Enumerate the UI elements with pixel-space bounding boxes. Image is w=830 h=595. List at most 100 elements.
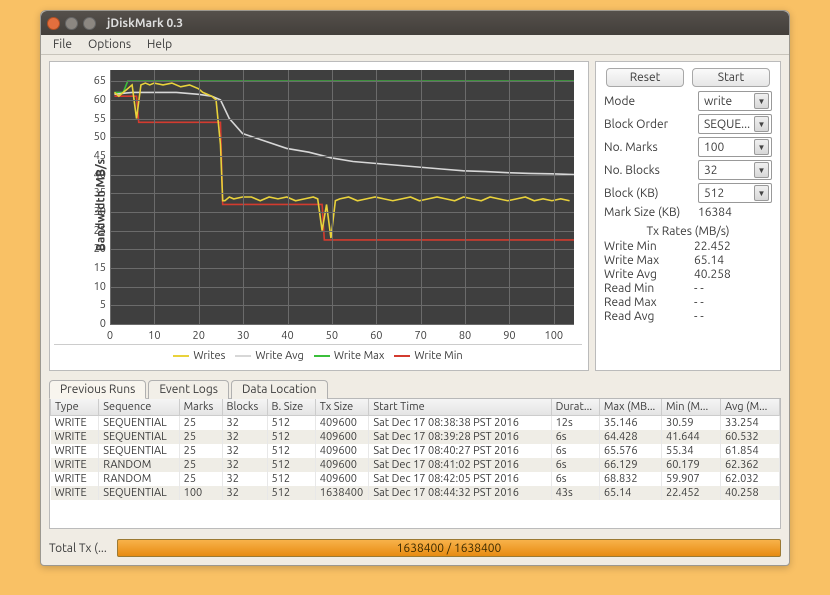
tab-previous-runs[interactable]: Previous Runs	[49, 380, 146, 399]
ytick: 25	[82, 225, 106, 237]
tab-event-logs[interactable]: Event Logs	[148, 380, 229, 399]
xtick: 50	[326, 330, 338, 342]
col-header[interactable]: Start Time	[369, 399, 551, 416]
writemin-v: 22.452	[694, 240, 772, 253]
col-header[interactable]: Min (M...	[662, 399, 721, 416]
chevron-down-icon[interactable]: ▼	[754, 185, 769, 201]
xtick: 40	[281, 330, 293, 342]
chevron-down-icon[interactable]: ▼	[754, 139, 769, 155]
xtick: 100	[544, 330, 563, 342]
writeavg-k: Write Avg	[604, 268, 694, 281]
ytick: 0	[82, 318, 106, 330]
progress-row: Total Tx (... 1638400 / 1638400	[49, 539, 781, 557]
table-row[interactable]: WRITESEQUENTIAL2532512409600Sat Dec 17 0…	[51, 416, 780, 431]
blockkb-label: Block (KB)	[604, 187, 694, 200]
readavg-v: - -	[694, 310, 772, 323]
table-row[interactable]: WRITERANDOM2532512409600Sat Dec 17 08:41…	[51, 458, 780, 472]
nomarks-input[interactable]: 100 ▼	[698, 137, 772, 157]
mode-label: Mode	[604, 95, 694, 108]
window-title: jDiskMark 0.3	[107, 17, 183, 30]
chart-panel: Bandwidth MB/s 0510152025303540455055606…	[49, 61, 589, 371]
blockkb-input[interactable]: 512 ▼	[698, 183, 772, 203]
ytick: 35	[82, 187, 106, 199]
menu-options[interactable]: Options	[80, 36, 139, 53]
ytick: 55	[82, 113, 106, 125]
table-row[interactable]: WRITESEQUENTIAL100325121638400Sat Dec 17…	[51, 486, 780, 500]
xtick: 30	[237, 330, 249, 342]
chevron-down-icon[interactable]: ▼	[754, 116, 769, 132]
marksize-value: 16384	[698, 206, 732, 219]
noblocks-input[interactable]: 32 ▼	[698, 160, 772, 180]
chart-plot	[110, 70, 574, 324]
ytick: 15	[82, 262, 106, 274]
legend-writes: Writes	[193, 350, 225, 362]
chevron-down-icon[interactable]: ▼	[754, 162, 769, 178]
menubar: File Options Help	[41, 35, 789, 55]
ytick: 60	[82, 94, 106, 106]
xtick: 20	[193, 330, 205, 342]
noblocks-value: 32	[704, 164, 718, 177]
start-button[interactable]: Start	[692, 68, 770, 87]
chevron-down-icon[interactable]: ▼	[754, 93, 769, 109]
reset-button[interactable]: Reset	[606, 68, 684, 87]
chart-area: Bandwidth MB/s 0510152025303540455055606…	[54, 66, 582, 344]
ytick: 5	[82, 299, 106, 311]
xtick: 90	[503, 330, 515, 342]
blockorder-select[interactable]: SEQUE... ▼	[698, 114, 772, 134]
col-header[interactable]: B. Size	[267, 399, 315, 416]
xtick: 0	[107, 330, 113, 342]
runs-table: TypeSequenceMarksBlocksB. SizeTx SizeSta…	[50, 399, 780, 500]
legend-writemax: Write Max	[334, 350, 385, 362]
writemin-k: Write Min	[604, 240, 694, 253]
xtick: 70	[414, 330, 426, 342]
writemax-k: Write Max	[604, 254, 694, 267]
ytick: 20	[82, 243, 106, 255]
minimize-icon[interactable]	[65, 17, 78, 30]
table-row[interactable]: WRITESEQUENTIAL2532512409600Sat Dec 17 0…	[51, 444, 780, 458]
xtick: 60	[370, 330, 382, 342]
ytick: 10	[82, 281, 106, 293]
col-header[interactable]: Avg (M...	[720, 399, 779, 416]
app-window: jDiskMark 0.3 File Options Help Bandwidt…	[40, 10, 790, 566]
blockorder-label: Block Order	[604, 118, 694, 131]
noblocks-label: No. Blocks	[604, 164, 694, 177]
col-header[interactable]: Sequence	[99, 399, 179, 416]
table-row[interactable]: WRITESEQUENTIAL2532512409600Sat Dec 17 0…	[51, 430, 780, 444]
mode-select[interactable]: write ▼	[698, 91, 772, 111]
rates-heading: Tx Rates (MB/s)	[604, 225, 772, 238]
xtick: 10	[148, 330, 160, 342]
col-header[interactable]: Marks	[179, 399, 222, 416]
tab-data-location[interactable]: Data Location	[231, 380, 328, 399]
nomarks-label: No. Marks	[604, 141, 694, 154]
xtick: 80	[459, 330, 471, 342]
col-header[interactable]: Blocks	[222, 399, 267, 416]
ytick: 40	[82, 169, 106, 181]
marksize-label: Mark Size (KB)	[604, 206, 694, 219]
col-header[interactable]: Durat...	[551, 399, 599, 416]
ytick: 50	[82, 131, 106, 143]
runs-table-wrap: TypeSequenceMarksBlocksB. SizeTx SizeSta…	[49, 399, 781, 529]
blockorder-value: SEQUE...	[704, 118, 750, 131]
ytick: 30	[82, 206, 106, 218]
close-icon[interactable]	[47, 17, 60, 30]
maximize-icon[interactable]	[83, 17, 96, 30]
table-row[interactable]: WRITERANDOM2532512409600Sat Dec 17 08:42…	[51, 472, 780, 486]
menu-file[interactable]: File	[45, 36, 80, 53]
col-header[interactable]: Tx Size	[315, 399, 369, 416]
chart-legend: Writes Write Avg Write Max Write Min	[54, 344, 582, 364]
controls-panel: Reset Start Mode write ▼ Block Order SEQ…	[595, 61, 781, 371]
readmin-k: Read Min	[604, 282, 694, 295]
readmax-k: Read Max	[604, 296, 694, 309]
col-header[interactable]: Type	[51, 399, 99, 416]
readmax-v: - -	[694, 296, 772, 309]
tabs: Previous Runs Event Logs Data Location	[49, 379, 781, 399]
menu-help[interactable]: Help	[139, 36, 180, 53]
progress-label: Total Tx (...	[49, 542, 109, 555]
progress-bar: 1638400 / 1638400	[117, 539, 781, 557]
titlebar[interactable]: jDiskMark 0.3	[41, 11, 789, 35]
legend-writeavg: Write Avg	[255, 350, 303, 362]
col-header[interactable]: Max (MB...	[599, 399, 661, 416]
ytick: 65	[82, 75, 106, 87]
readmin-v: - -	[694, 282, 772, 295]
legend-writemin: Write Min	[414, 350, 462, 362]
